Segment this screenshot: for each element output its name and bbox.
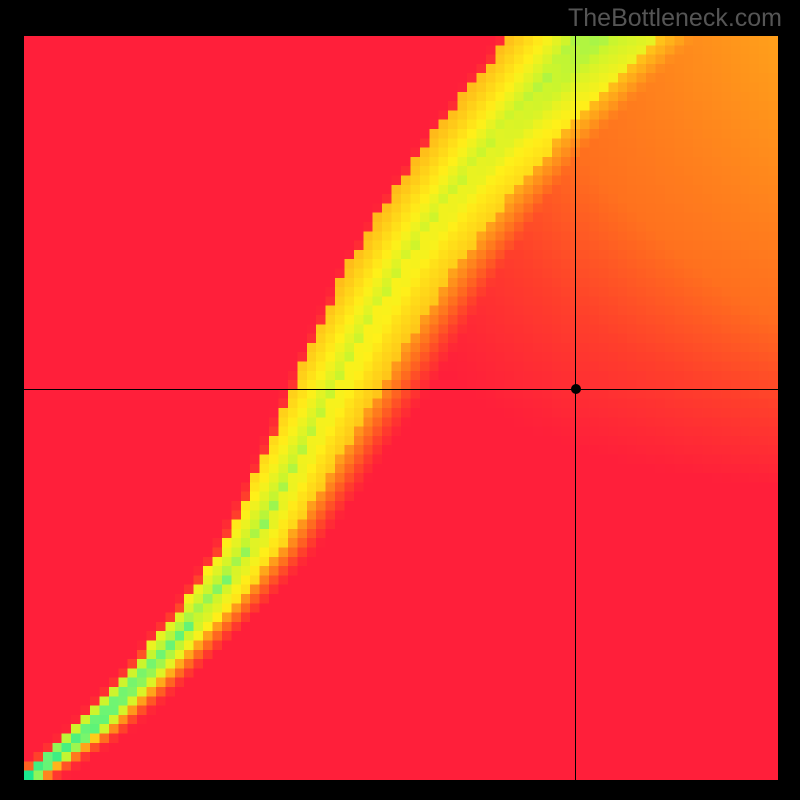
bottleneck-heatmap: [24, 36, 778, 780]
marker-crosshair-vertical: [575, 36, 576, 780]
marker-crosshair-horizontal: [24, 389, 778, 390]
watermark-text: TheBottleneck.com: [568, 4, 782, 33]
chart-container: TheBottleneck.com: [0, 0, 800, 800]
